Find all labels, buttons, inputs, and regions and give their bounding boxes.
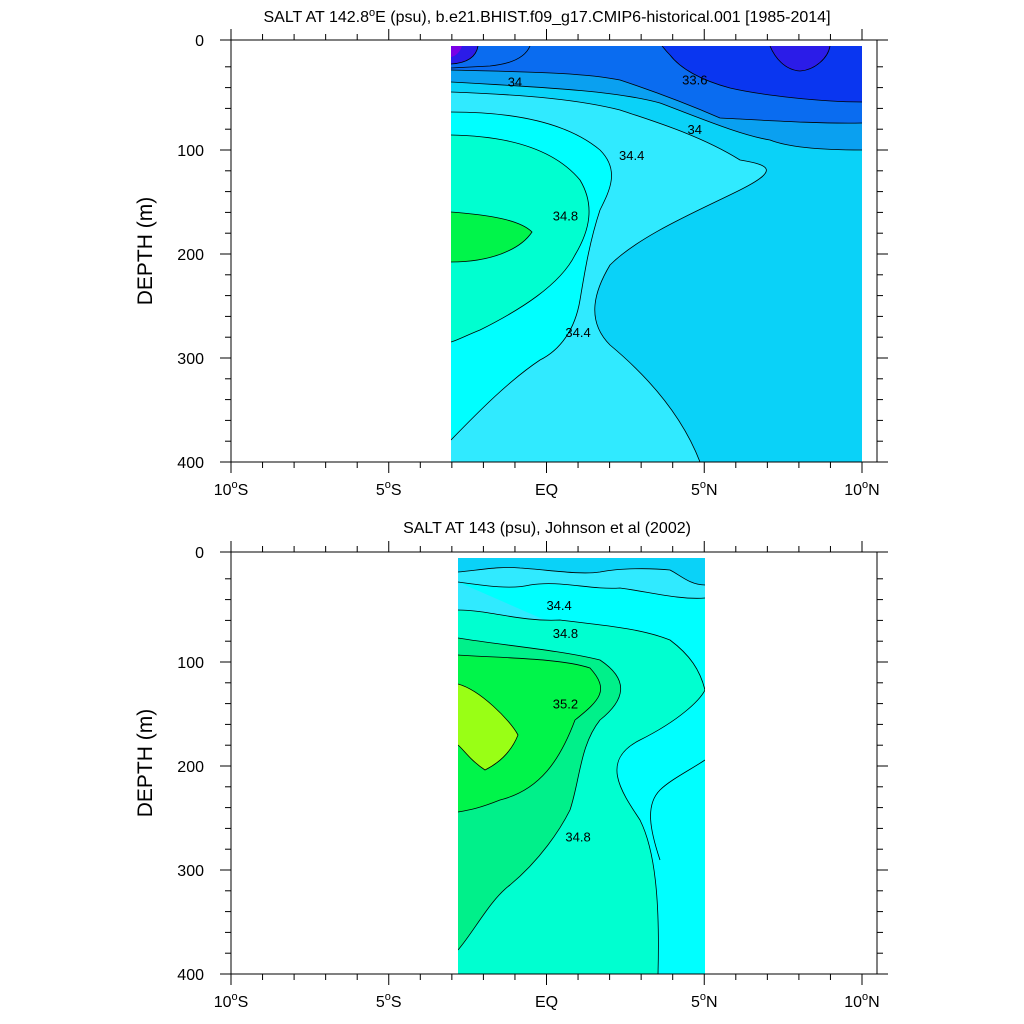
contour-label: 33.6 <box>682 72 707 87</box>
x-tick-label: 5oS <box>376 991 402 1011</box>
salinity-band-33.4 <box>770 46 830 71</box>
panel-model-contour-fill: 34 33.6 34 34.4 34.8 34.4 <box>451 46 862 462</box>
panel-obs-contour-fill: 34.4 34.8 35.2 34.8 <box>458 558 705 974</box>
panel-model-title: SALT AT 142.8oE (psu), b.e21.BHIST.f09_g… <box>263 7 830 26</box>
contour-label: 34.8 <box>553 626 578 641</box>
panel-obs-frame <box>230 551 878 975</box>
contour-lines <box>458 567 705 974</box>
salinity-band-35.2 <box>458 655 601 812</box>
panel-model-frame <box>230 39 878 463</box>
x-tick-label: 5oS <box>376 479 402 499</box>
y-tick-label: 0 <box>195 33 204 50</box>
x-tick-label: EQ <box>535 994 558 1011</box>
panel-model: SALT AT 142.8oE (psu), b.e21.BHIST.f09_g… <box>134 7 888 499</box>
contour-label: 34 <box>688 122 702 137</box>
x-tick-label: 10oS <box>214 991 249 1011</box>
y-tick-label: 400 <box>177 967 204 984</box>
contour-label: 34 <box>508 74 522 89</box>
panel-model-contour-labels: 34 33.6 34 34.4 34.8 34.4 <box>508 72 708 340</box>
panel-obs: SALT AT 143 (psu), Johnson et al (2002) … <box>134 520 888 1011</box>
panel-obs-title: SALT AT 143 (psu), Johnson et al (2002) <box>403 520 691 537</box>
contour-lines <box>451 46 862 462</box>
contour-label: 35.2 <box>553 697 578 712</box>
salinity-band-34.2-patch <box>458 558 705 585</box>
x-tick-label: 10oN <box>844 991 879 1011</box>
salinity-band-35.0 <box>451 212 532 262</box>
x-tick-label: 5oN <box>691 479 718 499</box>
y-tick-label: 200 <box>177 247 204 264</box>
x-tick-label: 10oS <box>214 479 249 499</box>
y-tick-label: 100 <box>177 143 204 160</box>
contour-label: 34.4 <box>619 148 644 163</box>
x-tick-label: EQ <box>535 482 558 499</box>
salinity-band-33.2-west <box>451 46 462 57</box>
contour-label: 34.4 <box>565 325 590 340</box>
x-tick-label: 10oN <box>844 479 879 499</box>
panel-obs-axes: 10oS 5oS EQ 5oN 10oN 0 100 200 300 400 <box>177 541 888 1011</box>
x-tick-label: 5oN <box>691 991 718 1011</box>
panel-model-ylabel: DEPTH (m) <box>134 197 157 306</box>
contour-label: 34.8 <box>565 830 590 845</box>
y-tick-label: 0 <box>195 545 204 562</box>
y-tick-label: 200 <box>177 759 204 776</box>
panel-obs-contour-labels: 34.4 34.8 35.2 34.8 <box>546 598 590 845</box>
contour-label: 34.8 <box>553 209 578 224</box>
salinity-band-34.6 <box>458 582 705 974</box>
y-tick-label: 300 <box>177 863 204 880</box>
panel-model-axes: 10oS 5oS EQ 5oN 10oN 0 100 200 300 400 <box>177 29 888 499</box>
salinity-band-34.2 <box>451 46 862 462</box>
y-tick-label: 400 <box>177 455 204 472</box>
contour-label: 34.4 <box>546 598 571 613</box>
y-tick-label: 100 <box>177 655 204 672</box>
salinity-band-35.4 <box>458 684 518 770</box>
y-tick-label: 300 <box>177 351 204 368</box>
panel-obs-ylabel: DEPTH (m) <box>134 709 157 818</box>
